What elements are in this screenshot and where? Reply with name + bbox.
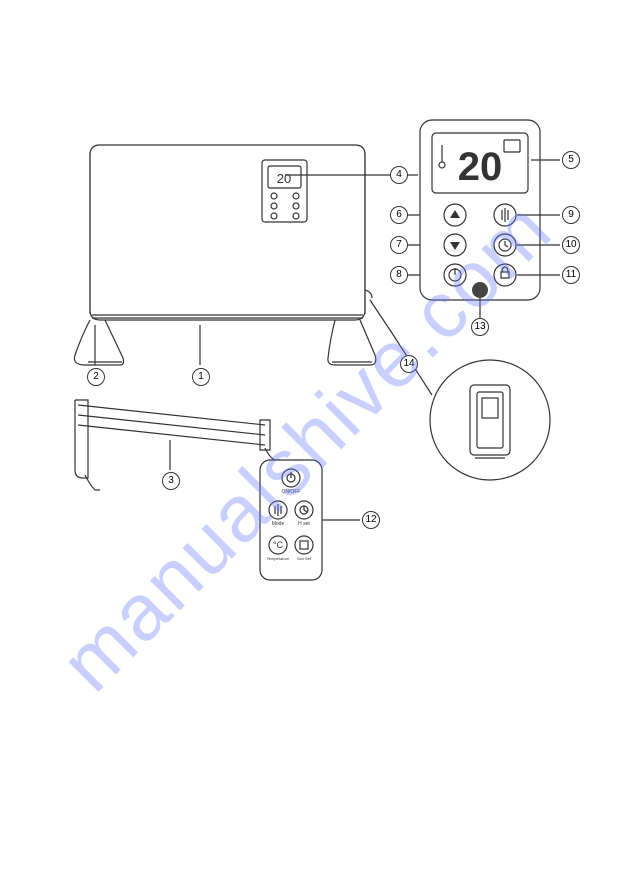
- callout-10: 10: [562, 236, 580, 254]
- svg-text:ON/OFF: ON/OFF: [282, 489, 301, 495]
- manual-page: 20 20: [0, 0, 629, 893]
- svg-text:20: 20: [458, 145, 503, 189]
- callout-14: 14: [400, 355, 418, 373]
- svg-text:Temperature: Temperature: [267, 556, 290, 561]
- svg-text:°C: °C: [273, 540, 284, 550]
- svg-text:Sch Set: Sch Set: [297, 556, 312, 561]
- svg-text:H set: H set: [298, 521, 310, 527]
- callout-5: 5: [562, 151, 580, 169]
- callout-9: 9: [562, 206, 580, 224]
- callout-13: 13: [471, 318, 489, 336]
- callout-7: 7: [390, 236, 408, 254]
- svg-text:20: 20: [277, 171, 291, 186]
- callout-1: 1: [192, 368, 210, 386]
- callout-12: 12: [362, 511, 380, 529]
- callout-11: 11: [562, 266, 580, 284]
- product-diagram: 20 20: [0, 0, 629, 893]
- callout-3: 3: [162, 472, 180, 490]
- callout-2: 2: [87, 368, 105, 386]
- svg-text:Mode: Mode: [272, 521, 285, 527]
- callout-6: 6: [390, 206, 408, 224]
- callout-4: 4: [390, 166, 408, 184]
- callout-8: 8: [390, 266, 408, 284]
